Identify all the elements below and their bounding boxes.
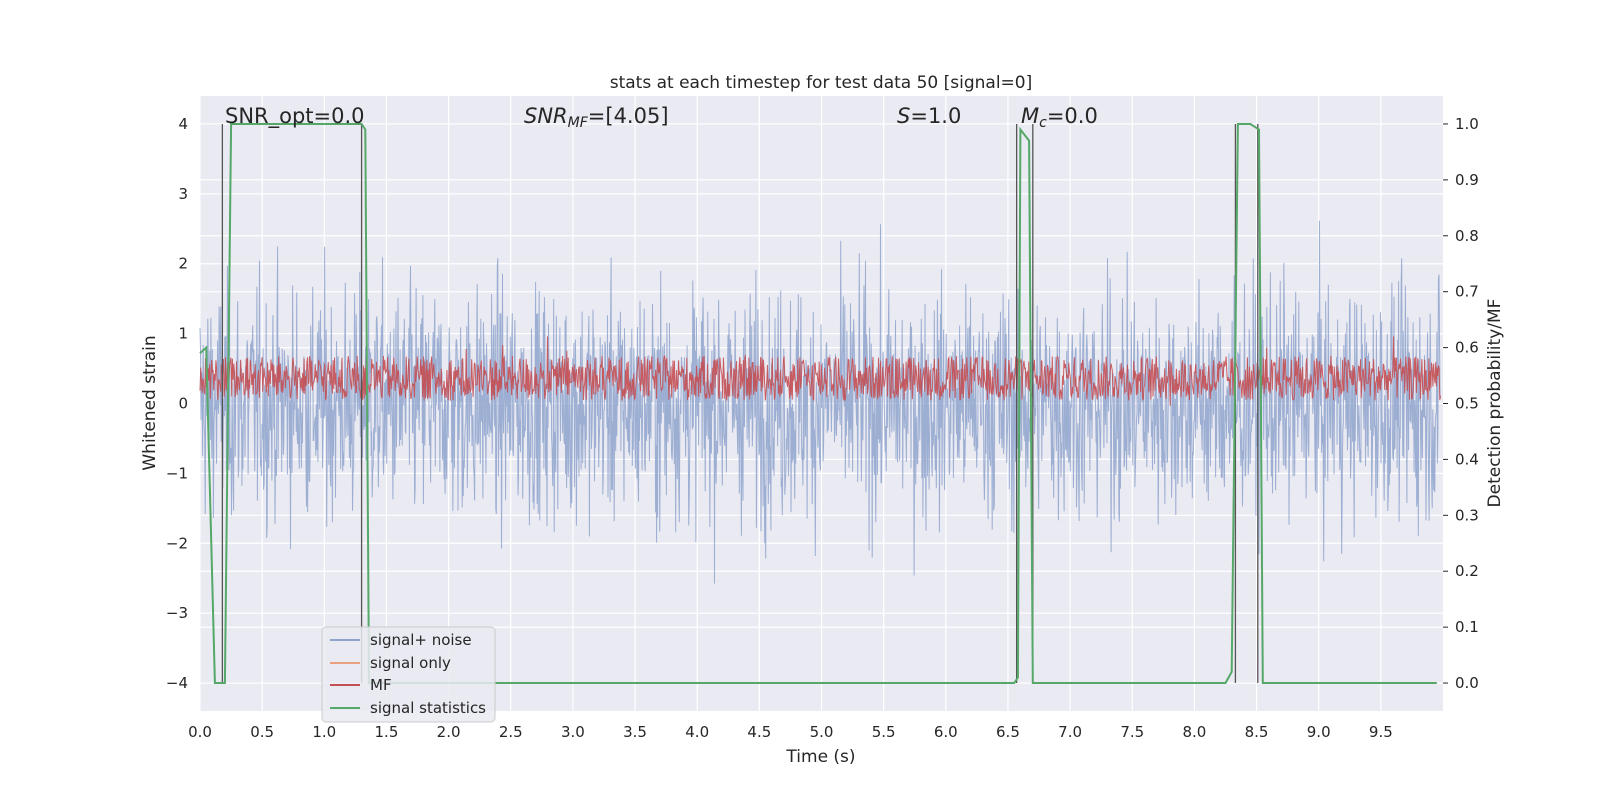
legend-label-signal-only: signal only (370, 654, 451, 672)
x-tick-label: 3.5 (623, 723, 647, 741)
annotation-snr-mf: SNRMF=[4.05] (524, 104, 669, 131)
chart-title: stats at each timestep for test data 50 … (610, 73, 1033, 93)
x-axis-ticks: 0.0 0.5 1.0 1.5 2.0 2.5 3.0 3.5 4.0 4.5 5.0 5.5 6.0 6… (188, 723, 1393, 741)
x-tick-label: 8.0 (1182, 723, 1206, 741)
x-tick-label: 2.5 (499, 723, 523, 741)
y2-tick-label: 0.0 (1455, 674, 1479, 692)
signal-statistics-line (199, 123, 1437, 684)
y-tick-label: 4 (178, 115, 188, 133)
annotation-mc: Mc=0.0 (1021, 104, 1098, 131)
x-tick-label: 9.0 (1307, 723, 1331, 741)
x-axis-label: Time (s) (785, 747, 855, 767)
y2-tick-label: 0.1 (1455, 618, 1479, 636)
x-tick-label: 9.5 (1369, 723, 1393, 741)
y2-tick-label: 1.0 (1455, 115, 1479, 133)
x-tick-label: 4.5 (747, 723, 771, 741)
y2-tick-label: 0.5 (1455, 395, 1479, 413)
series-signal-statistics (199, 123, 1437, 684)
legend-label-signal-noise: signal+ noise (370, 631, 472, 649)
y2-tick-label: 0.4 (1455, 450, 1479, 468)
annotation-s: S=1.0 (897, 104, 961, 128)
y2-tick-label: 0.2 (1455, 562, 1479, 580)
x-tick-label: 1.0 (312, 723, 336, 741)
x-tick-label: 6.5 (996, 723, 1020, 741)
annotation-snr-mf-value: =[4.05] (588, 104, 669, 128)
series-mf (199, 336, 1441, 406)
x-tick-label: 5.5 (872, 723, 896, 741)
y-tick-label: −1 (166, 464, 188, 482)
y-tick-label: −2 (166, 534, 188, 552)
y-tick-label: −4 (166, 674, 188, 692)
y-axis-ticks: −4 −3 −2 −1 0 1 2 3 4 (166, 115, 188, 692)
mf-line (199, 336, 1441, 406)
y-axis-label: Whitened strain (140, 335, 160, 470)
y-tick-label: 0 (178, 395, 188, 413)
y2-tick-label: 0.3 (1455, 506, 1479, 524)
y-tick-label: 1 (178, 325, 188, 343)
y2-tick-label: 0.9 (1455, 171, 1479, 189)
y2-tick-label: 0.7 (1455, 283, 1479, 301)
x-tick-label: 1.5 (375, 723, 399, 741)
x-tick-label: 3.0 (561, 723, 585, 741)
x-tick-label: 0.0 (188, 723, 212, 741)
x-tick-label: 7.0 (1058, 723, 1082, 741)
y-tick-label: 3 (178, 185, 188, 203)
x-tick-label: 7.5 (1120, 723, 1144, 741)
annotation-s-label: S (897, 104, 910, 128)
legend-label-mf: MF (370, 676, 392, 694)
y-tick-label: 2 (178, 255, 188, 273)
annotation-mc-label: M (1021, 104, 1039, 128)
x-tick-label: 4.0 (685, 723, 709, 741)
x-tick-label: 8.5 (1245, 723, 1269, 741)
legend-label-signal-statistics: signal statistics (370, 699, 486, 717)
y2-tick-label: 0.6 (1455, 339, 1479, 357)
y-tick-label: −3 (166, 604, 188, 622)
annotation-snr-mf-label: SNR (524, 104, 568, 128)
annotation-snr-mf-sub: MF (568, 115, 589, 131)
annotation-mc-sub: c (1039, 115, 1047, 131)
y2-tick-label: 0.8 (1455, 227, 1479, 245)
x-tick-label: 0.5 (250, 723, 274, 741)
y2-axis-label: Detection probability/MF (1485, 299, 1505, 508)
x-tick-label: 5.0 (810, 723, 834, 741)
x-tick-label: 6.0 (934, 723, 958, 741)
legend-box (321, 626, 496, 723)
legend: signal+ noise signal only MF signal stat… (321, 626, 496, 723)
annotation-mc-value: =0.0 (1047, 104, 1098, 128)
y2-axis-ticks: 0.0 0.1 0.2 0.3 0.4 0.5 0.6 0.7 0.8 0.9 1.0 (1443, 115, 1479, 692)
annotation-snr-opt: SNR_opt=0.0 (225, 104, 365, 129)
annotation-s-value: =1.0 (910, 104, 961, 128)
x-tick-label: 2.0 (437, 723, 461, 741)
